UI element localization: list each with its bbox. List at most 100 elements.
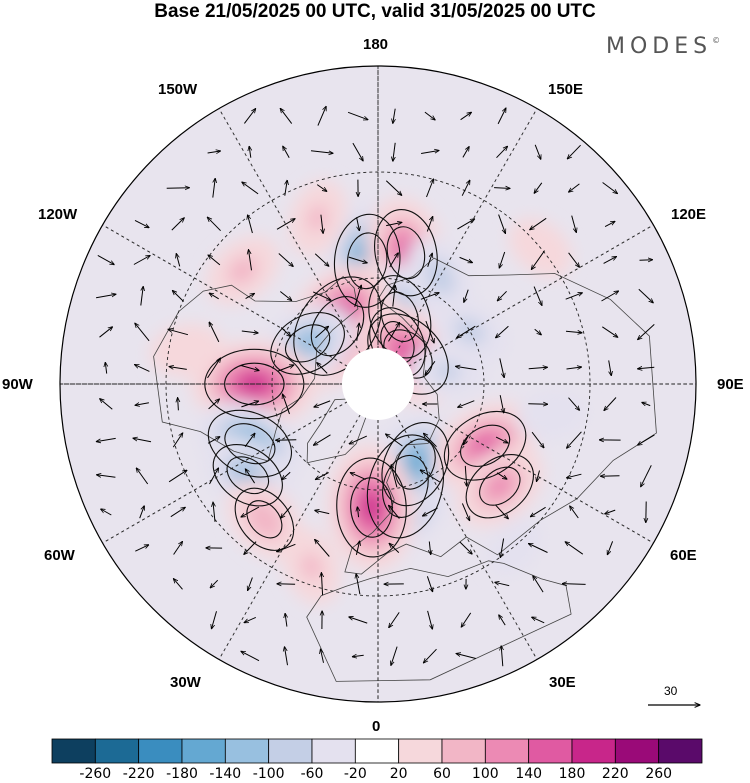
map-boundary xyxy=(59,65,697,703)
anomaly-center xyxy=(149,324,224,377)
wind-vector xyxy=(178,398,179,411)
colorbar-tick-label: -180 xyxy=(166,766,198,782)
wind-vector xyxy=(249,250,252,271)
wind-vector xyxy=(349,435,368,444)
wind-vector xyxy=(285,180,287,196)
wind-vector xyxy=(356,574,361,595)
wind-vector xyxy=(567,473,582,478)
wind-vector xyxy=(285,613,287,627)
wind-vector xyxy=(425,320,434,343)
wind-vector xyxy=(389,612,400,627)
wind-vector xyxy=(530,506,546,516)
wind-vector xyxy=(283,394,290,415)
wind-vector xyxy=(240,365,259,371)
wind-vector xyxy=(604,397,617,411)
lon-label-180: 180 xyxy=(363,36,389,53)
wind-vector xyxy=(496,146,508,159)
colorbar-tick-label: 180 xyxy=(558,766,586,782)
wind-vector xyxy=(357,323,359,341)
wind-vector xyxy=(567,144,581,159)
wind-vector xyxy=(166,188,190,189)
wind-vector xyxy=(321,214,323,234)
wind-vector xyxy=(354,285,362,307)
meridian-line xyxy=(102,401,348,544)
colorbar-tick-label: -60 xyxy=(300,766,324,782)
contour-line xyxy=(207,409,293,478)
wind-vector xyxy=(537,470,540,482)
chart-title: Base 21/05/2025 00 UTC, valid 31/05/2025… xyxy=(154,1,596,22)
wind-vector xyxy=(534,144,541,159)
wind-vector xyxy=(570,506,579,519)
colorbar-swatch xyxy=(224,738,270,764)
colorbar xyxy=(51,738,703,764)
wind-vector xyxy=(601,291,619,302)
wind-vector xyxy=(499,395,504,413)
wind-vector xyxy=(352,142,363,161)
wind-vector xyxy=(607,541,614,554)
wind-vector xyxy=(135,365,150,372)
wind-vector xyxy=(135,545,148,552)
wind-vector xyxy=(429,541,430,555)
wind-vector xyxy=(312,291,331,300)
colorbar-tick-label: 220 xyxy=(601,766,629,782)
wind-vector xyxy=(249,146,251,158)
wind-vector xyxy=(241,331,258,333)
wind-vector xyxy=(176,254,181,267)
wind-vector xyxy=(571,215,577,233)
wind-vector xyxy=(639,260,653,261)
wind-vector xyxy=(605,509,616,514)
colorbar-swatch xyxy=(311,738,356,764)
lon-label-150e: 150E xyxy=(548,81,584,98)
wind-vector xyxy=(393,108,395,124)
wind-vector xyxy=(170,507,185,518)
wind-vector xyxy=(105,362,106,374)
lon-label-30w: 30W xyxy=(170,674,201,691)
wind-vectors xyxy=(96,106,655,666)
wind-vector xyxy=(393,142,395,161)
lon-label-150w: 150W xyxy=(158,81,198,98)
wind-vector xyxy=(244,541,257,555)
wind-vector xyxy=(282,471,291,479)
wind-vector xyxy=(531,250,546,270)
wind-vector xyxy=(315,540,330,557)
contour-line xyxy=(443,410,527,481)
wind-vector xyxy=(171,218,184,231)
wind-vector xyxy=(496,472,507,479)
contour-lines xyxy=(204,209,534,558)
contour-group xyxy=(465,453,534,519)
wind-vector xyxy=(602,326,617,337)
wind-vector xyxy=(285,647,288,666)
wind-vector xyxy=(533,576,544,593)
wind-vector xyxy=(347,111,368,119)
wind-vector xyxy=(314,434,331,445)
anomaly-ring xyxy=(526,396,578,433)
anomaly-ring xyxy=(473,436,497,456)
wind-vector xyxy=(602,182,618,194)
wind-vector xyxy=(461,180,470,196)
wind-vector xyxy=(568,252,580,267)
lon-label-60e: 60E xyxy=(670,547,697,564)
wind-vector xyxy=(356,217,360,230)
colorbar-swatch xyxy=(484,738,530,764)
wind-vector xyxy=(278,365,294,372)
wind-vector xyxy=(172,291,184,302)
anomaly-center xyxy=(486,516,543,577)
colorbar-swatch xyxy=(181,738,226,764)
wind-vector xyxy=(498,214,506,234)
wind-vector xyxy=(424,111,435,120)
wind-vector xyxy=(461,612,472,627)
wind-vector xyxy=(457,325,476,338)
wind-vector xyxy=(638,288,653,303)
colorbar-tick-label: -100 xyxy=(252,766,285,782)
wind-vector xyxy=(207,217,221,232)
wind-vector xyxy=(280,327,291,337)
wind-vector xyxy=(533,286,542,306)
colorbar-swatch xyxy=(658,738,703,764)
colorbar-tick-label: 140 xyxy=(515,766,543,782)
wind-vector xyxy=(459,541,472,554)
meridian-line xyxy=(218,414,361,660)
wind-vector xyxy=(568,397,580,411)
contour-line xyxy=(333,213,401,308)
wind-vector xyxy=(349,617,368,624)
lon-label-90w: 90W xyxy=(2,376,33,393)
